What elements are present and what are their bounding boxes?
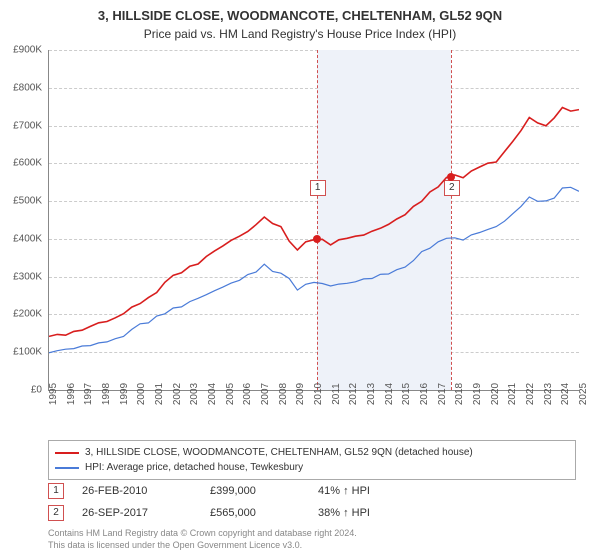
x-tick-label: 1999 — [119, 383, 130, 405]
legend-swatch-blue — [55, 467, 79, 469]
series-line-red — [49, 108, 579, 337]
x-tick-label: 2023 — [543, 383, 554, 405]
transaction-badge-2: 2 — [48, 505, 64, 521]
transaction-point-1 — [313, 235, 321, 243]
footer: Contains HM Land Registry data © Crown c… — [48, 528, 357, 551]
y-tick-label: £900K — [0, 45, 42, 56]
x-tick-label: 2001 — [154, 383, 165, 405]
x-tick-label: 2008 — [278, 383, 289, 405]
chart-area: 12 £0£100K£200K£300K£400K£500K£600K£700K… — [48, 50, 578, 410]
x-tick-label: 2003 — [189, 383, 200, 405]
legend-swatch-red — [55, 452, 79, 454]
line-series-svg — [49, 50, 579, 390]
legend-label-red: 3, HILLSIDE CLOSE, WOODMANCOTE, CHELTENH… — [85, 445, 473, 460]
plot-region: 12 — [48, 50, 579, 391]
x-tick-label: 2024 — [560, 383, 571, 405]
x-tick-label: 2009 — [295, 383, 306, 405]
transaction-row-2: 2 26-SEP-2017 £565,000 38% ↑ HPI — [48, 502, 576, 524]
legend-row-red: 3, HILLSIDE CLOSE, WOODMANCOTE, CHELTENH… — [55, 445, 569, 460]
x-tick-label: 2018 — [454, 383, 465, 405]
transaction-date-2: 26-SEP-2017 — [82, 507, 192, 519]
transaction-date-1: 26-FEB-2010 — [82, 485, 192, 497]
transaction-diff-1: 41% ↑ HPI — [318, 485, 418, 497]
x-tick-label: 2010 — [313, 383, 324, 405]
x-tick-label: 1995 — [48, 383, 59, 405]
transactions-table: 1 26-FEB-2010 £399,000 41% ↑ HPI 2 26-SE… — [48, 480, 576, 524]
x-tick-label: 2021 — [507, 383, 518, 405]
x-tick-label: 1997 — [83, 383, 94, 405]
legend-row-blue: HPI: Average price, detached house, Tewk… — [55, 460, 569, 475]
x-tick-label: 2012 — [348, 383, 359, 405]
chart-subtitle: Price paid vs. HM Land Registry's House … — [0, 23, 600, 45]
legend-label-blue: HPI: Average price, detached house, Tewk… — [85, 460, 303, 475]
x-tick-label: 2014 — [384, 383, 395, 405]
transaction-row-1: 1 26-FEB-2010 £399,000 41% ↑ HPI — [48, 480, 576, 502]
x-tick-label: 2005 — [225, 383, 236, 405]
x-tick-label: 2017 — [437, 383, 448, 405]
transaction-price-1: £399,000 — [210, 485, 300, 497]
x-tick-label: 2015 — [401, 383, 412, 405]
transaction-badge-1: 1 — [48, 483, 64, 499]
x-tick-label: 1998 — [101, 383, 112, 405]
y-tick-label: £700K — [0, 120, 42, 131]
footer-line-2: This data is licensed under the Open Gov… — [48, 540, 357, 552]
transaction-point-2 — [447, 173, 455, 181]
transaction-diff-2: 38% ↑ HPI — [318, 507, 418, 519]
x-tick-label: 2019 — [472, 383, 483, 405]
legend: 3, HILLSIDE CLOSE, WOODMANCOTE, CHELTENH… — [48, 440, 576, 480]
x-tick-label: 2002 — [172, 383, 183, 405]
x-tick-label: 2004 — [207, 383, 218, 405]
x-tick-label: 2022 — [525, 383, 536, 405]
y-tick-label: £100K — [0, 347, 42, 358]
footer-line-1: Contains HM Land Registry data © Crown c… — [48, 528, 357, 540]
x-tick-label: 2000 — [136, 383, 147, 405]
x-tick-label: 2013 — [366, 383, 377, 405]
y-tick-label: £400K — [0, 233, 42, 244]
chart-container: 3, HILLSIDE CLOSE, WOODMANCOTE, CHELTENH… — [0, 0, 600, 560]
y-tick-label: £800K — [0, 82, 42, 93]
x-tick-label: 2025 — [578, 383, 589, 405]
y-tick-label: £0 — [0, 385, 42, 396]
y-tick-label: £300K — [0, 271, 42, 282]
chart-title: 3, HILLSIDE CLOSE, WOODMANCOTE, CHELTENH… — [0, 0, 600, 23]
y-tick-label: £200K — [0, 309, 42, 320]
x-tick-label: 1996 — [66, 383, 77, 405]
x-tick-label: 2007 — [260, 383, 271, 405]
x-tick-label: 2016 — [419, 383, 430, 405]
transaction-price-2: £565,000 — [210, 507, 300, 519]
x-tick-label: 2020 — [490, 383, 501, 405]
x-tick-label: 2011 — [331, 383, 342, 405]
series-line-blue — [49, 187, 579, 352]
y-tick-label: £600K — [0, 158, 42, 169]
x-tick-label: 2006 — [242, 383, 253, 405]
y-tick-label: £500K — [0, 196, 42, 207]
